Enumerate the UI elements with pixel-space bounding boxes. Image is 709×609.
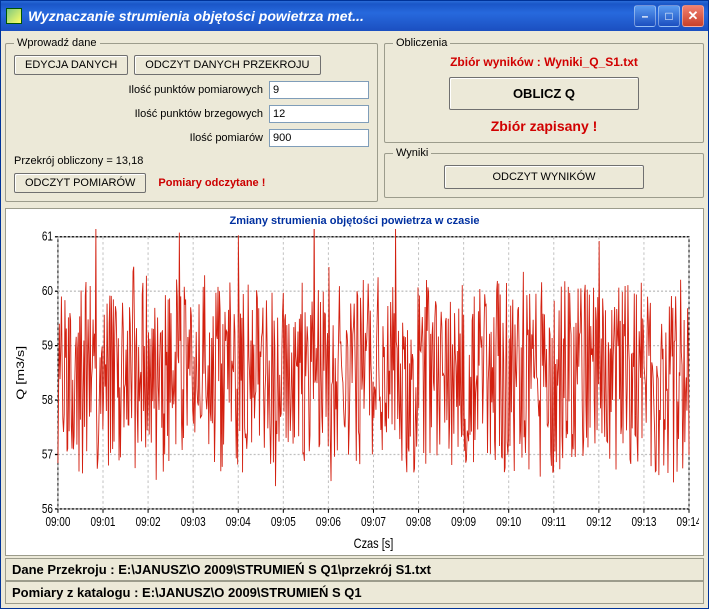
app-window: Wyznaczanie strumienia objętości powietr… [0, 0, 709, 609]
svg-text:09:04: 09:04 [226, 516, 251, 529]
measurements-read-status: Pomiary odczytane ! [158, 177, 265, 189]
edit-data-button[interactable]: EDYCJA DANYCH [14, 55, 128, 75]
results-file-label: Zbiór wyników : Wyniki_Q_S1.txt [450, 55, 638, 69]
svg-text:09:09: 09:09 [451, 516, 476, 529]
titlebar: Wyznaczanie strumienia objętości powietr… [1, 1, 708, 31]
read-measurements-button[interactable]: ODCZYT POMIARÓW [14, 173, 146, 193]
svg-text:09:06: 09:06 [316, 516, 341, 529]
svg-text:09:03: 09:03 [181, 516, 206, 529]
edge-points-input[interactable] [269, 105, 369, 123]
window-title: Wyznaczanie strumienia objętości powietr… [28, 8, 634, 24]
minimize-button[interactable]: – [634, 5, 656, 27]
measure-points-label: Ilość punktów pomiarowych [14, 84, 263, 96]
svg-text:09:07: 09:07 [361, 516, 386, 529]
svg-text:09:11: 09:11 [542, 516, 566, 529]
chart-panel: Zmiany strumienia objętości powietrza w … [5, 208, 704, 556]
svg-text:09:08: 09:08 [406, 516, 431, 529]
svg-text:09:14: 09:14 [677, 516, 699, 529]
maximize-button[interactable]: □ [658, 5, 680, 27]
svg-text:09:13: 09:13 [631, 516, 656, 529]
status-line-measurements-dir: Pomiary z katalogu : E:\JANUSZ\O 2009\ST… [5, 581, 704, 604]
svg-text:58: 58 [42, 394, 53, 407]
svg-text:61: 61 [42, 231, 53, 244]
svg-text:09:02: 09:02 [136, 516, 161, 529]
close-button[interactable]: ✕ [682, 5, 704, 27]
measure-points-input[interactable] [269, 81, 369, 99]
compute-q-button[interactable]: OBLICZ Q [449, 77, 639, 110]
timeseries-chart: 56 57 58 59 60 61 09:00 09:01 09:02 09:03 09:04 09:… [10, 229, 699, 553]
svg-text:57: 57 [42, 448, 53, 461]
measurements-count-label: Ilość pomiarów [14, 132, 263, 144]
client-area: Wprowadź dane EDYCJA DANYCH ODCZYT DANYC… [1, 31, 708, 608]
status-line-section: Dane Przekroju : E:\JANUSZ\O 2009\STRUMI… [5, 558, 704, 581]
svg-text:59: 59 [42, 339, 53, 352]
app-icon [6, 8, 22, 24]
svg-text:09:05: 09:05 [271, 516, 296, 529]
svg-text:Q [m3/s]: Q [m3/s] [14, 346, 27, 400]
calc-group: Obliczenia Zbiór wyników : Wyniki_Q_S1.t… [384, 37, 704, 143]
svg-text:Czas [s]: Czas [s] [354, 534, 394, 551]
read-results-button[interactable]: ODCZYT WYNIKÓW [444, 165, 644, 189]
svg-text:09:01: 09:01 [91, 516, 116, 529]
read-section-data-button[interactable]: ODCZYT DANYCH PRZEKROJU [134, 55, 320, 75]
results-group-legend: Wyniki [393, 147, 431, 159]
svg-text:09:12: 09:12 [586, 516, 611, 529]
file-saved-status: Zbiór zapisany ! [491, 118, 598, 134]
edge-points-label: Ilość punktów brzegowych [14, 108, 263, 120]
results-group: Wyniki ODCZYT WYNIKÓW [384, 147, 704, 198]
input-group: Wprowadź dane EDYCJA DANYCH ODCZYT DANYC… [5, 37, 378, 202]
svg-text:09:10: 09:10 [496, 516, 521, 529]
measurements-count-input[interactable] [269, 129, 369, 147]
svg-text:09:00: 09:00 [45, 516, 70, 529]
chart-title: Zmiany strumienia objętości powietrza w … [10, 215, 699, 227]
svg-text:60: 60 [42, 285, 53, 298]
calc-group-legend: Obliczenia [393, 37, 450, 49]
section-computed-label: Przekrój obliczony = 13,18 [14, 155, 369, 167]
input-group-legend: Wprowadź dane [14, 37, 100, 49]
svg-text:56: 56 [42, 503, 53, 516]
